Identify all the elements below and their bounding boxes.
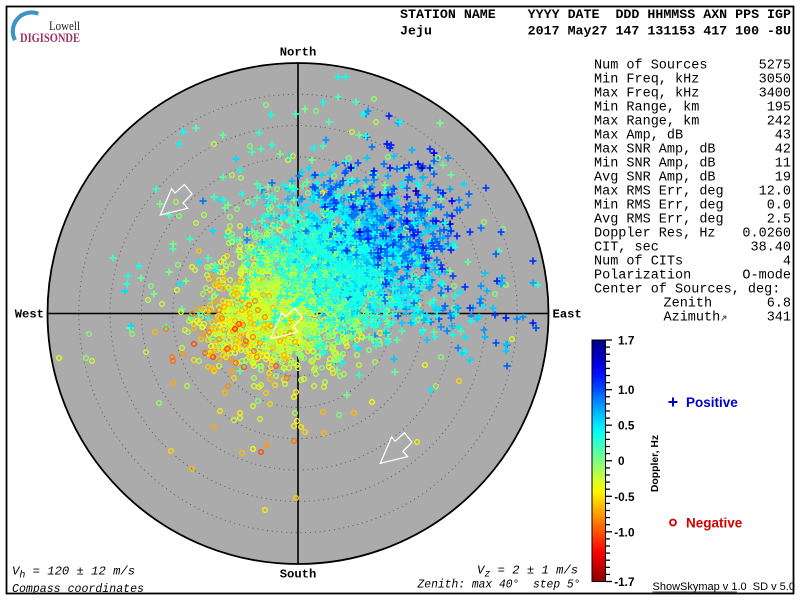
svg-text:Doppler, Hz: Doppler, Hz	[650, 435, 661, 492]
svg-text:Min RMS Err, deg: Min RMS Err, deg	[594, 199, 724, 214]
svg-text:42: 42	[775, 143, 791, 158]
svg-text:341: 341	[767, 311, 791, 326]
svg-text:43: 43	[775, 129, 791, 144]
svg-text:CIT, sec: CIT, sec	[594, 241, 659, 256]
svg-text:Avg SNR Amp, dB: Avg SNR Amp, dB	[594, 171, 716, 186]
svg-text:Num of CITs: Num of CITs	[594, 255, 683, 270]
svg-text:6.8: 6.8	[767, 297, 791, 312]
svg-text:Min Freq, kHz: Min Freq, kHz	[594, 73, 699, 88]
svg-text:1.7: 1.7	[618, 334, 635, 348]
svg-text:-1.7: -1.7	[614, 575, 635, 589]
svg-text:0.0: 0.0	[767, 199, 791, 214]
svg-text:Positive: Positive	[686, 395, 738, 410]
svg-text:Jeju 2017 May27 147: Jeju 2017 May27 147 131153 417 100 -8U	[400, 24, 791, 39]
svg-text:195: 195	[767, 101, 791, 116]
svg-text:-0.5: -0.5	[614, 490, 635, 504]
svg-text:West: West	[15, 307, 44, 321]
svg-text:Max Range, km: Max Range, km	[594, 115, 699, 130]
svg-text:North: North	[280, 46, 317, 60]
svg-text:Center of Sources, deg:: Center of Sources, deg:	[594, 283, 780, 298]
svg-text:Vz = 2 ± 1 m/s: Vz = 2 ± 1 m/s	[477, 564, 578, 581]
svg-text:Min Range, km: Min Range, km	[594, 101, 699, 116]
svg-text:1.0: 1.0	[618, 383, 635, 397]
svg-text:5275: 5275	[759, 59, 791, 74]
svg-text:East: East	[553, 308, 582, 322]
svg-text:Compass coordinates: Compass coordinates	[12, 582, 144, 596]
svg-text:12.0: 12.0	[759, 185, 791, 200]
svg-text:Avg RMS Err, deg: Avg RMS Err, deg	[594, 213, 724, 228]
svg-text:STATION NAME YYYY DATE DDD: STATION NAME YYYY DATE DDD HHMMSS AXN PP…	[400, 7, 791, 22]
svg-text:ShowSkymap v 1.0 SD v 5.0: ShowSkymap v 1.0 SD v 5.0	[653, 581, 795, 593]
svg-text:Max SNR Amp, dB: Max SNR Amp, dB	[594, 143, 716, 158]
svg-text:Azimuth: Azimuth	[664, 311, 721, 326]
svg-text:Zenith: Zenith	[664, 297, 713, 312]
svg-text:Zenith: max 40° step 5°: Zenith: max 40° step 5°	[417, 578, 581, 592]
svg-text:0: 0	[618, 454, 625, 468]
svg-text:-1.0: -1.0	[614, 525, 635, 539]
svg-text:Num of Sources: Num of Sources	[594, 59, 707, 74]
svg-text:2.5: 2.5	[767, 213, 791, 228]
svg-text:3400: 3400	[759, 87, 791, 102]
svg-text:11: 11	[775, 157, 791, 172]
svg-text:O-mode: O-mode	[742, 269, 791, 284]
svg-text:Lowell: Lowell	[49, 19, 80, 33]
svg-text:Doppler Res, Hz: Doppler Res, Hz	[594, 227, 716, 242]
svg-text:0.0260: 0.0260	[742, 227, 791, 242]
svg-text:Polarization: Polarization	[594, 269, 691, 284]
svg-text:DIGISONDE: DIGISONDE	[20, 30, 80, 45]
svg-text:Min SNR Amp, dB: Min SNR Amp, dB	[594, 157, 716, 172]
svg-text:3050: 3050	[759, 73, 791, 88]
svg-text:0.5: 0.5	[618, 419, 635, 433]
svg-text:Max Amp, dB: Max Amp, dB	[594, 129, 683, 144]
svg-text:Negative: Negative	[686, 516, 743, 531]
svg-text:242: 242	[767, 115, 791, 130]
svg-text:Max Freq, kHz: Max Freq, kHz	[594, 87, 699, 102]
svg-text:Max RMS Err, deg: Max RMS Err, deg	[594, 185, 724, 200]
svg-text:Vh = 120 ± 12 m/s: Vh = 120 ± 12 m/s	[12, 565, 135, 582]
svg-text:South: South	[280, 568, 317, 582]
svg-text:19: 19	[775, 171, 791, 186]
svg-text:38.40: 38.40	[750, 241, 791, 256]
svg-text:4: 4	[783, 255, 791, 270]
